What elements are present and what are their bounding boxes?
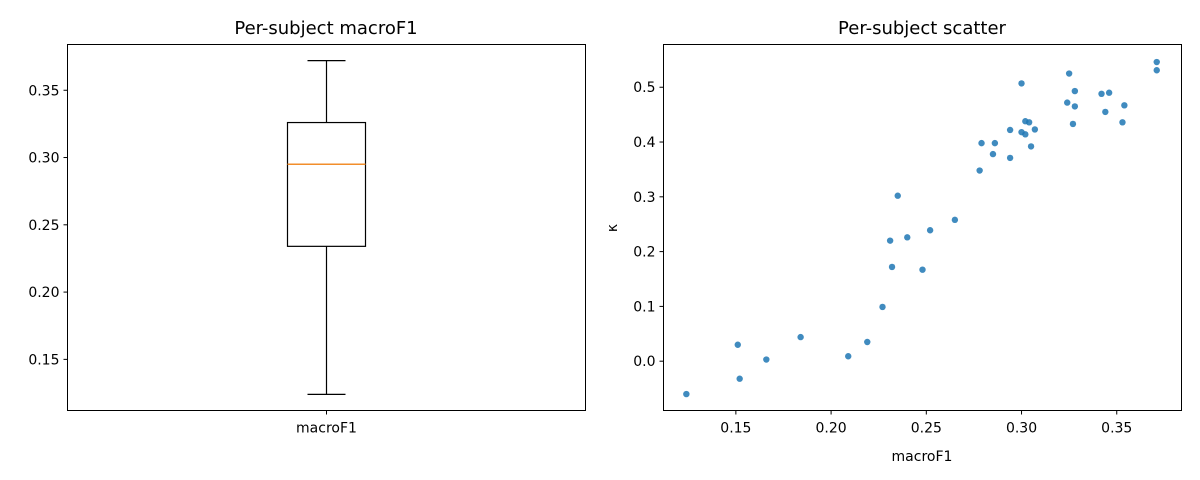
boxplot-title: Per-subject macroF1 (234, 18, 417, 39)
scatter-point (1031, 126, 1039, 133)
interquartile-box (286, 121, 367, 247)
scatter-panel: Per-subject scatter 0.0 0.1 0.2 0.3 0.4 0.5 0… (605, 18, 1182, 465)
scatter-point (1098, 90, 1105, 98)
x-tick-label: 0.25 (911, 421, 942, 437)
scatter-point (1006, 126, 1014, 134)
scatter-x-axis-label: macroF1 (892, 449, 953, 465)
scatter-point (734, 341, 741, 348)
scatter-point (1065, 70, 1073, 77)
x-tick-label: 0.35 (1101, 421, 1132, 437)
y-tick-label: 0.3 (633, 190, 655, 206)
scatter-y-axis-label: κ (605, 224, 621, 232)
scatter-point (879, 303, 886, 311)
scatter-point (894, 192, 901, 199)
boxplot-frame (67, 44, 586, 411)
scatter-point (864, 338, 871, 346)
y-tick-label: 0.20 (28, 285, 59, 301)
y-tick-label: 0.4 (633, 135, 655, 151)
scatter-point (904, 234, 911, 241)
scatter-point (1102, 108, 1109, 116)
boxplot-y-axis: 0.15 0.20 0.25 0.30 0.35 (28, 83, 68, 368)
scatter-point (1105, 89, 1113, 96)
scatter-point (797, 333, 804, 341)
scatter-point (736, 375, 743, 382)
scatter-point (1022, 131, 1029, 138)
boxplot-x-axis: macroF1 (296, 410, 357, 437)
scatter-frame (663, 44, 1182, 411)
x-tick-label: 0.30 (1006, 421, 1037, 437)
scatter-point (976, 167, 983, 174)
y-tick-label: 0.30 (28, 151, 59, 167)
scatter-point (919, 266, 926, 273)
scatter-point (1064, 99, 1071, 106)
scatter-point (1027, 143, 1035, 150)
scatter-point (926, 227, 934, 234)
scatter-x-axis: 0.15 0.20 0.25 0.30 0.35 (720, 410, 1132, 437)
scatter-point (1071, 87, 1079, 95)
scatter-y-axis: 0.0 0.1 0.2 0.3 0.4 0.5 (633, 80, 664, 370)
y-tick-label: 0.25 (28, 218, 59, 234)
y-tick-label: 0.1 (633, 299, 655, 315)
scatter-point (1069, 120, 1077, 128)
y-tick-label: 0.15 (28, 352, 59, 368)
y-tick-label: 0.2 (633, 245, 655, 261)
scatter-point (978, 139, 985, 147)
scatter-point (951, 216, 959, 224)
scatter-point (683, 390, 690, 398)
scatter-title: Per-subject scatter (838, 18, 1006, 39)
boxplot-panel: Per-subject macroF1 0.15 0.20 0.25 0.30 0.35… (28, 18, 586, 437)
x-tick-label: 0.20 (816, 421, 847, 437)
scatter-point (1025, 119, 1033, 126)
scatter-point (763, 356, 770, 363)
y-tick-label: 0.35 (28, 83, 59, 99)
scatter-point (1018, 80, 1025, 87)
scatter-point (1153, 67, 1160, 74)
scatter-point (1119, 119, 1126, 126)
scatter-point (1071, 103, 1079, 110)
scatter-points (683, 58, 1160, 398)
scatter-point (1153, 58, 1160, 66)
scatter-point (1121, 102, 1128, 109)
boxplot-marks (286, 60, 367, 395)
scatter-point (989, 150, 997, 158)
y-tick-label: 0.5 (633, 80, 655, 96)
scatter-point (991, 139, 999, 147)
scatter-point (886, 237, 894, 244)
y-tick-label: 0.0 (633, 354, 655, 370)
x-tick-label: macroF1 (296, 421, 357, 437)
x-tick-label: 0.15 (720, 421, 751, 437)
scatter-point (1006, 154, 1014, 162)
scatter-point (845, 353, 852, 360)
scatter-point (888, 263, 896, 271)
